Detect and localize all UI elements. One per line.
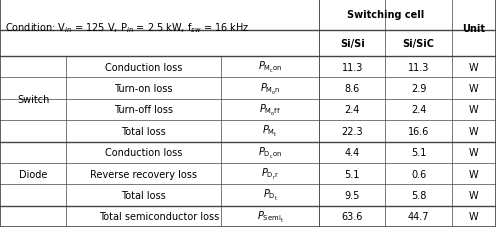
Text: 11.3: 11.3 [408, 62, 429, 72]
Text: 5.1: 5.1 [411, 148, 426, 158]
Text: $P_{\mathrm{M_t}}$: $P_{\mathrm{M_t}}$ [262, 124, 278, 139]
Text: W: W [469, 169, 479, 179]
Text: 5.1: 5.1 [345, 169, 360, 179]
Text: 5.8: 5.8 [411, 190, 426, 200]
Text: W: W [469, 62, 479, 72]
Text: 63.6: 63.6 [342, 211, 363, 221]
Text: 8.6: 8.6 [345, 84, 360, 94]
Text: Diode: Diode [19, 169, 47, 179]
Text: 2.4: 2.4 [345, 105, 360, 115]
Text: $P_{\mathrm{M_off}}$: $P_{\mathrm{M_off}}$ [259, 102, 281, 117]
Text: Total loss: Total loss [122, 190, 166, 200]
Text: W: W [469, 190, 479, 200]
Text: Turn-on loss: Turn-on loss [115, 84, 173, 94]
Text: Si/Si: Si/Si [340, 39, 365, 49]
Text: Reverse recovery loss: Reverse recovery loss [90, 169, 197, 179]
Text: 4.4: 4.4 [345, 148, 360, 158]
Text: 2.9: 2.9 [411, 84, 426, 94]
Text: $P_{\mathrm{Semi_t}}$: $P_{\mathrm{Semi_t}}$ [257, 209, 284, 224]
Text: Conduction loss: Conduction loss [105, 148, 183, 158]
Text: Switch: Switch [17, 94, 50, 104]
Text: Switching cell: Switching cell [347, 10, 424, 20]
Text: $P_{\mathrm{D_t}}$: $P_{\mathrm{D_t}}$ [262, 188, 278, 202]
Text: W: W [469, 84, 479, 94]
Text: $P_{\mathrm{M_con}}$: $P_{\mathrm{M_con}}$ [258, 60, 282, 75]
Text: $P_{\mathrm{D_con}}$: $P_{\mathrm{D_con}}$ [258, 145, 282, 160]
Text: W: W [469, 126, 479, 136]
Text: W: W [469, 105, 479, 115]
Text: 44.7: 44.7 [408, 211, 430, 221]
Text: Total loss: Total loss [122, 126, 166, 136]
Text: 11.3: 11.3 [342, 62, 363, 72]
Text: $P_{\mathrm{D_rr}}$: $P_{\mathrm{D_rr}}$ [261, 166, 279, 181]
Text: 2.4: 2.4 [411, 105, 426, 115]
Text: 22.3: 22.3 [341, 126, 363, 136]
Text: 16.6: 16.6 [408, 126, 429, 136]
Text: Unit: Unit [462, 23, 486, 33]
Text: Turn-off loss: Turn-off loss [114, 105, 173, 115]
Text: Si/SiC: Si/SiC [403, 39, 434, 49]
Text: W: W [469, 148, 479, 158]
Text: 9.5: 9.5 [345, 190, 360, 200]
Text: $P_{\mathrm{M_on}}$: $P_{\mathrm{M_on}}$ [260, 81, 280, 96]
Text: 0.6: 0.6 [411, 169, 426, 179]
Text: Total semiconductor loss: Total semiconductor loss [99, 211, 220, 221]
Text: Conduction loss: Conduction loss [105, 62, 183, 72]
Text: Condition: V$_{in}$ = 125 V, P$_{in}$ = 2.5 kW, f$_{sw}$ = 16 kHz: Condition: V$_{in}$ = 125 V, P$_{in}$ = … [5, 22, 249, 35]
Text: W: W [469, 211, 479, 221]
